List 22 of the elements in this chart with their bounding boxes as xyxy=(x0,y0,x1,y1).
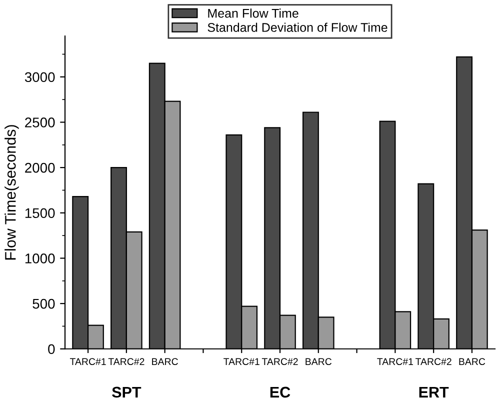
y-tick-label: 1500 xyxy=(25,208,55,218)
legend-label: Standard Deviation of Flow Time xyxy=(208,22,388,32)
y-tick-label: 3000 xyxy=(24,72,55,82)
x-tick-label: TARC#2 xyxy=(416,358,452,366)
text: ERT xyxy=(419,386,449,398)
legend-label: Mean Flow Time xyxy=(208,8,298,18)
x-tick-label: TARC#1 xyxy=(377,358,413,366)
y-tick-label: 2500 xyxy=(25,118,55,128)
y-tick-label: 500 xyxy=(32,298,55,309)
x-tick-label: TARC#2 xyxy=(108,358,144,366)
text: SPT xyxy=(112,386,142,398)
text: EC xyxy=(270,386,290,398)
x-tick-label: BARC xyxy=(306,358,332,366)
y-tick-label: 0 xyxy=(48,344,55,354)
x-tick-label: BARC xyxy=(459,358,486,366)
x-tick-label: TARC#1 xyxy=(224,358,260,366)
y-tick-label: 2000 xyxy=(25,162,55,173)
x-tick-label: TARC#2 xyxy=(262,358,298,366)
x-tick-label: BARC xyxy=(152,358,178,366)
y-axis-title: Flow Time(seconds) xyxy=(4,125,19,260)
x-tick-label: TARC#1 xyxy=(70,358,106,366)
y-tick-label: 1000 xyxy=(25,254,55,264)
